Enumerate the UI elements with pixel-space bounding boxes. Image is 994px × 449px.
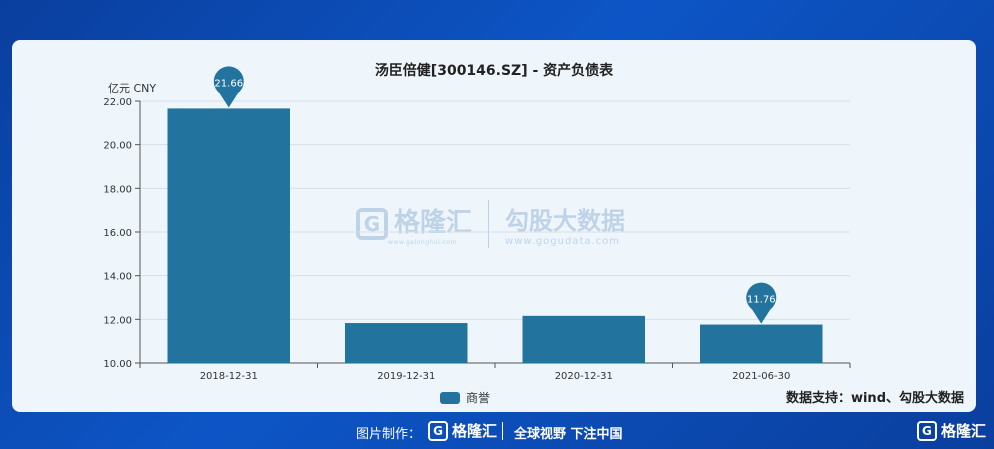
- corner-logo-icon: G: [916, 420, 937, 441]
- annotation-label: 21.66: [214, 78, 243, 89]
- y-tick-label: 10.00: [103, 359, 132, 370]
- x-tick-label: 2020-12-31: [555, 371, 613, 382]
- annotation-pin-icon: [746, 282, 777, 324]
- legend-label: 商誉: [466, 391, 491, 405]
- footer-logo-icon: G: [428, 420, 448, 441]
- y-tick-label: 22.00: [103, 97, 132, 108]
- footer: 图片制作： G 格隆汇 全球视野 下注中国: [0, 420, 994, 444]
- annotation-pin-icon: [213, 66, 244, 108]
- x-tick-label: 2018-12-31: [200, 371, 258, 382]
- legend[interactable]: 商誉: [440, 389, 490, 406]
- annotation-label: 11.76: [747, 295, 776, 306]
- data-source: 数据支持：wind、勾股大数据: [785, 391, 964, 406]
- y-tick-label: 14.00: [103, 272, 132, 283]
- bar: [522, 315, 645, 363]
- footer-logo-text: 格隆汇: [452, 422, 498, 440]
- bar: [345, 323, 468, 363]
- bar: [700, 324, 823, 363]
- chart-title: 汤臣倍健[300146.SZ] - 资产负债表: [374, 63, 614, 79]
- bar-chart: 亿元 CNY 10.00 12.00 14.00 16.00 18.00 20.00 22.0…: [103, 66, 851, 382]
- y-tick-label: 18.00: [103, 184, 132, 195]
- corner-logo: G 格隆汇: [916, 420, 986, 441]
- y-tick-label: 16.00: [103, 228, 132, 239]
- x-tick-label: 2021-06-30: [732, 371, 790, 382]
- footer-label: 图片制作：: [356, 427, 422, 442]
- chart-card: 汤臣倍健[300146.SZ] - 资产负债表 G 格隆汇 www.gelong…: [12, 40, 976, 412]
- bar: [167, 108, 290, 363]
- y-tick-label: 20.00: [103, 141, 132, 152]
- y-tick-label: 12.00: [103, 315, 132, 326]
- y-axis-label: 亿元 CNY: [108, 82, 156, 95]
- footer-logo: G 格隆汇: [428, 420, 497, 441]
- x-tick-label: 2019-12-31: [377, 371, 435, 382]
- footer-slogan: 全球视野 下注中国: [514, 427, 623, 442]
- legend-swatch: [440, 391, 460, 404]
- corner-logo-text: 格隆汇: [940, 422, 986, 440]
- footer-divider: [502, 422, 503, 440]
